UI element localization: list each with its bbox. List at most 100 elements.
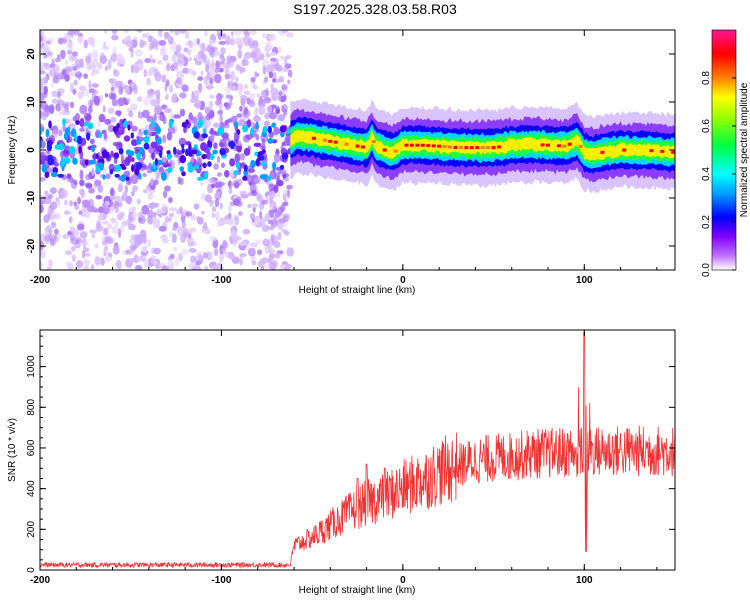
noise-blob: [69, 177, 75, 184]
noise-core: [122, 122, 128, 128]
y-tick-label: 1000: [26, 355, 37, 378]
noise-blob: [196, 157, 202, 166]
noise-blob: [194, 96, 199, 103]
noise-blob: [264, 244, 271, 254]
noise-blob: [79, 118, 84, 127]
noise-blob: [200, 70, 204, 76]
noise-blob: [260, 265, 265, 270]
noise-core: [272, 161, 277, 171]
noise-blob: [146, 168, 153, 174]
noise-core: [68, 146, 76, 155]
noise-blob: [175, 77, 183, 85]
noise-blob: [284, 230, 290, 236]
noise-blob: [94, 179, 102, 186]
noise-blob: [257, 249, 263, 256]
noise-blob: [239, 105, 243, 112]
noise-blob: [157, 59, 163, 65]
colorbar-tick-label: 0.4: [701, 167, 712, 181]
noise-blob: [43, 85, 48, 96]
noise-blob: [175, 44, 182, 53]
noise-blob: [179, 92, 187, 99]
noise-blob: [233, 30, 242, 36]
noise-core: [109, 169, 114, 175]
noise-core: [173, 146, 177, 155]
noise-blob: [99, 52, 105, 61]
noise-blob: [78, 85, 86, 91]
noise-blob: [224, 170, 230, 178]
noise-blob: [232, 198, 240, 206]
signal-peak: [649, 149, 654, 153]
noise-blob: [230, 115, 238, 123]
noise-blob: [160, 234, 168, 241]
noise-blob: [201, 42, 206, 53]
signal-peak: [328, 139, 333, 143]
noise-blob: [132, 205, 136, 213]
y-tick-label: 0: [26, 147, 37, 153]
noise-blob: [85, 174, 91, 181]
noise-blob: [44, 238, 50, 245]
noise-blob: [277, 114, 286, 122]
noise-blob: [100, 257, 105, 266]
noise-blob: [137, 111, 141, 119]
noise-blob: [188, 227, 197, 233]
noise-blob: [116, 195, 123, 205]
noise-blob: [78, 188, 85, 195]
noise-blob: [67, 50, 72, 55]
snr-y-axis: 0 200 400 600 800 1000: [26, 335, 675, 573]
noise-blob: [128, 257, 135, 263]
noise-core: [143, 142, 150, 150]
noise-blob: [40, 30, 44, 37]
noise-blob: [124, 156, 131, 167]
noise-blob: [213, 51, 221, 57]
noise-blob: [55, 103, 61, 112]
noise-blob: [233, 138, 239, 144]
noise-blob: [129, 244, 137, 251]
noise-blob: [176, 52, 182, 58]
noise-blob: [139, 39, 145, 49]
noise-blob: [274, 210, 281, 218]
noise-blob: [236, 113, 243, 118]
noise-blob: [114, 205, 119, 214]
noise-blob: [150, 98, 158, 107]
signal-peak: [458, 146, 463, 150]
noise-blob: [125, 85, 130, 94]
noise-blob: [132, 185, 138, 192]
noise-blob: [114, 261, 120, 267]
noise-blob: [219, 142, 225, 148]
colorbar-tick-label: 0.0: [701, 263, 712, 277]
noise-blob: [253, 115, 261, 123]
noise-blob: [95, 194, 103, 200]
noise-core: [187, 162, 192, 168]
noise-blob: [82, 200, 90, 208]
noise-core: [135, 139, 142, 145]
noise-blob: [67, 41, 74, 52]
noise-blob: [53, 64, 60, 72]
noise-blob: [85, 127, 89, 134]
noise-blob: [211, 183, 215, 189]
noise-blob: [219, 202, 223, 210]
noise-blob: [64, 210, 69, 215]
noise-blob: [283, 177, 290, 182]
signal-peak: [420, 143, 425, 147]
noise-blob: [187, 57, 193, 62]
noise-core: [45, 128, 50, 138]
noise-blob: [224, 119, 229, 126]
noise-core: [185, 119, 189, 126]
noise-core: [250, 160, 256, 169]
noise-blob: [111, 225, 119, 235]
noise-blob: [193, 203, 200, 210]
noise-blob: [156, 97, 161, 105]
noise-core: [181, 143, 185, 149]
noise-blob: [164, 108, 172, 114]
noise-blob: [175, 257, 179, 267]
noise-blob: [254, 106, 259, 117]
noise-blob: [247, 192, 252, 197]
noise-blob: [131, 139, 138, 147]
noise-blob: [213, 248, 219, 257]
noise-blob: [169, 213, 175, 218]
noise-blob: [48, 259, 53, 267]
noise-blob: [233, 181, 240, 189]
noise-blob: [147, 210, 154, 218]
noise-core: [136, 152, 141, 161]
noise-blob: [254, 71, 258, 79]
